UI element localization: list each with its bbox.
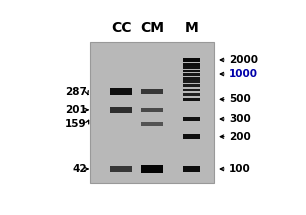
- Text: 2000: 2000: [229, 55, 258, 65]
- Text: 1000: 1000: [229, 69, 258, 79]
- Bar: [183, 66, 200, 69]
- Text: 159: 159: [65, 119, 87, 129]
- Bar: [110, 88, 132, 95]
- Bar: [110, 107, 132, 113]
- Bar: [183, 77, 200, 80]
- Text: 500: 500: [229, 94, 251, 104]
- Text: CC: CC: [111, 21, 132, 35]
- Bar: [183, 74, 200, 76]
- Text: 200: 200: [229, 132, 251, 142]
- Bar: [183, 70, 200, 72]
- Text: 300: 300: [229, 114, 251, 124]
- Bar: [183, 89, 200, 91]
- Bar: [183, 84, 200, 87]
- Bar: [91, 42, 214, 183]
- Bar: [183, 63, 200, 66]
- Text: CM: CM: [140, 21, 164, 35]
- Text: 100: 100: [229, 164, 251, 174]
- Text: 287: 287: [65, 87, 87, 97]
- Bar: [183, 166, 200, 172]
- Text: 42: 42: [72, 164, 87, 174]
- Bar: [110, 166, 132, 172]
- Bar: [183, 58, 200, 62]
- Bar: [183, 93, 200, 96]
- Text: M: M: [185, 21, 198, 35]
- Bar: [141, 108, 163, 112]
- Bar: [183, 98, 200, 101]
- Bar: [183, 134, 200, 139]
- Text: 201: 201: [65, 105, 87, 115]
- Bar: [183, 117, 200, 121]
- Bar: [183, 80, 200, 83]
- Bar: [141, 89, 163, 94]
- Bar: [141, 165, 163, 173]
- Bar: [141, 122, 163, 126]
